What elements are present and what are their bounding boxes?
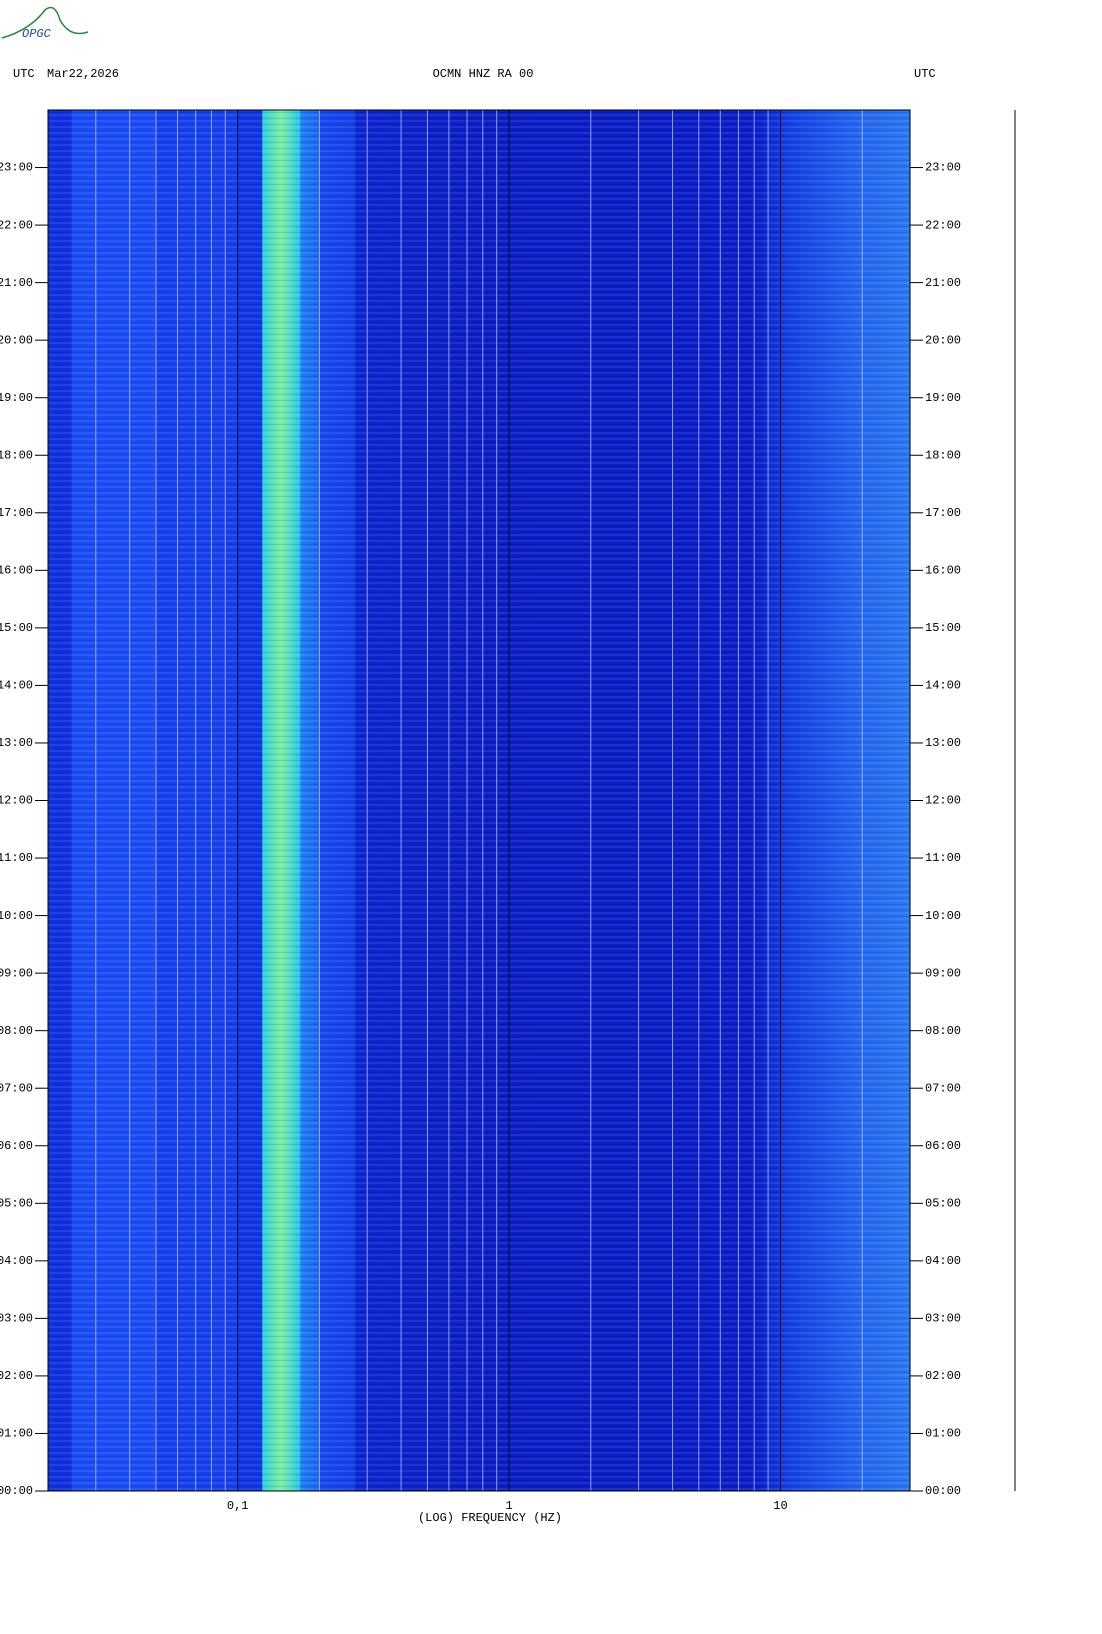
y-tick-label: 02:00 (0, 1369, 33, 1383)
y-tick-label: 21:00 (0, 276, 33, 290)
station-label: OCMN HNZ RA 00 (433, 67, 534, 81)
y-tick-label: 13:00 (0, 736, 33, 750)
y-tick-label: 21:00 (925, 276, 961, 290)
y-tick-label: 10:00 (925, 909, 961, 923)
y-tick-label: 12:00 (925, 794, 961, 808)
y-tick-label: 03:00 (0, 1312, 33, 1326)
y-tick-label: 07:00 (925, 1081, 961, 1095)
y-tick-label: 00:00 (0, 1484, 33, 1498)
y-tick-label: 17:00 (925, 506, 961, 520)
y-tick-label: 05:00 (0, 1196, 33, 1210)
x-tick-label: 10 (773, 1499, 787, 1513)
y-tick-label: 07:00 (0, 1081, 33, 1095)
y-tick-label: 12:00 (0, 794, 33, 808)
y-tick-label: 14:00 (0, 679, 33, 693)
y-tick-label: 09:00 (0, 966, 33, 980)
date-label: Mar22,2026 (47, 67, 119, 81)
y-tick-label: 04:00 (925, 1254, 961, 1268)
y-tick-label: 08:00 (0, 1024, 33, 1038)
y-tick-label: 06:00 (0, 1139, 33, 1153)
y-tick-label: 23:00 (925, 161, 961, 175)
y-tick-label: 22:00 (0, 218, 33, 232)
y-tick-label: 10:00 (0, 909, 33, 923)
y-tick-label: 11:00 (0, 851, 33, 865)
y-tick-label: 15:00 (0, 621, 33, 635)
time-zone-label: UTC (13, 67, 35, 81)
logo: OPGC (1, 6, 89, 41)
y-tick-label: 20:00 (0, 333, 33, 347)
y-tick-label: 15:00 (925, 621, 961, 635)
y-tick-label: 01:00 (0, 1427, 33, 1441)
y-tick-label: 16:00 (925, 564, 961, 578)
y-tick-label: 02:00 (925, 1369, 961, 1383)
y-tick-label: 01:00 (925, 1427, 961, 1441)
y-tick-label: 08:00 (925, 1024, 961, 1038)
y-tick-label: 05:00 (925, 1196, 961, 1210)
plot-frame (47, 109, 911, 1492)
y-tick-label: 18:00 (925, 448, 961, 462)
y-tick-label: 19:00 (0, 391, 33, 405)
y-tick-label: 19:00 (925, 391, 961, 405)
y-tick-label: 00:00 (925, 1484, 961, 1498)
y-tick-label: 11:00 (925, 851, 961, 865)
y-tick-label: 20:00 (925, 333, 961, 347)
x-tick-label: 0,1 (227, 1499, 249, 1513)
spectrogram-texture (48, 110, 910, 1491)
y-tick-label: 22:00 (925, 218, 961, 232)
y-tick-label: 04:00 (0, 1254, 33, 1268)
y-tick-label: 14:00 (925, 679, 961, 693)
time-zone-label: UTC (914, 67, 936, 81)
x-tick-label: 1 (506, 1499, 513, 1513)
y-tick-label: 18:00 (0, 448, 33, 462)
y-tick-label: 13:00 (925, 736, 961, 750)
x-axis-label: (LOG) FREQUENCY (HZ) (418, 1511, 562, 1525)
y-tick-label: 06:00 (925, 1139, 961, 1153)
logo-text: OPGC (22, 27, 52, 41)
y-tick-label: 03:00 (925, 1312, 961, 1326)
y-tick-label: 09:00 (925, 966, 961, 980)
y-tick-label: 17:00 (0, 506, 33, 520)
y-tick-label: 16:00 (0, 564, 33, 578)
y-tick-label: 23:00 (0, 161, 33, 175)
